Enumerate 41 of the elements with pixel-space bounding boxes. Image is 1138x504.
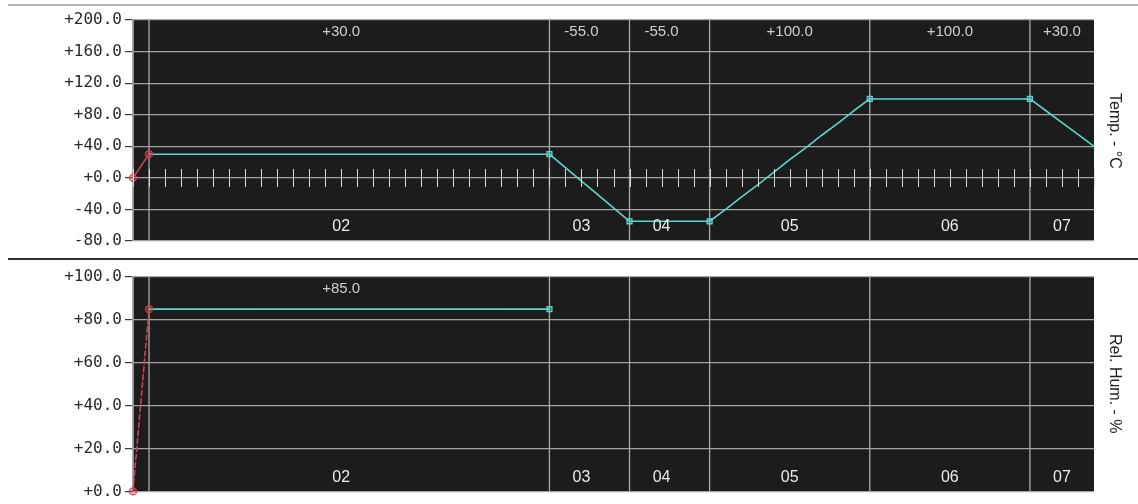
y-tick-label: -80.0 [73,230,122,250]
y-tick-label: +40.0 [73,135,122,155]
y-tick-label: +80.0 [73,309,122,329]
y-tick-label: +0.0 [83,480,122,500]
annotation: +30.0 [322,22,361,40]
annotation: -55.0 [644,22,679,40]
x-tick-label: 06 [940,217,959,235]
x-tick-label: 07 [1053,217,1071,235]
y-tick-label: +60.0 [73,351,122,371]
y-tick-label: +120.0 [64,72,122,92]
x-tick-label: 07 [1053,467,1071,485]
annotation: +30.0 [1042,22,1081,40]
y-tick-label: +100.0 [64,266,122,286]
point [1026,95,1034,103]
y-axis-title: Temp. - °C [1107,92,1124,169]
point [706,218,713,225]
y-axis-title: Rel. Hum. - % [1107,334,1124,434]
x-tick-label: 02 [332,467,351,485]
y-tick-label: +160.0 [64,40,122,60]
point [626,218,633,225]
y-tick-label: +200.0 [64,9,122,29]
x-tick-label: 06 [940,467,959,485]
x-tick-label: 03 [572,467,591,485]
y-tick-label: +0.0 [83,167,122,187]
point [144,150,154,159]
x-tick-label: 02 [332,217,351,235]
y-tick-label: +20.0 [73,437,122,457]
x-tick-label: 05 [780,467,799,485]
x-tick-label: 04 [652,467,671,485]
x-tick-label: 05 [780,217,799,235]
point [546,151,553,158]
annotation: +100.0 [926,22,973,40]
x-tick-label: 04 [652,217,671,235]
point [866,95,873,103]
annotation: +100.0 [766,22,813,40]
y-tick-label: +80.0 [73,103,122,123]
annotation: +85.0 [322,279,361,297]
x-tick-label: 03 [572,217,591,235]
y-tick-label: +40.0 [73,394,122,414]
y-tick-label: -40.0 [73,198,122,218]
annotation: -55.0 [564,22,599,40]
